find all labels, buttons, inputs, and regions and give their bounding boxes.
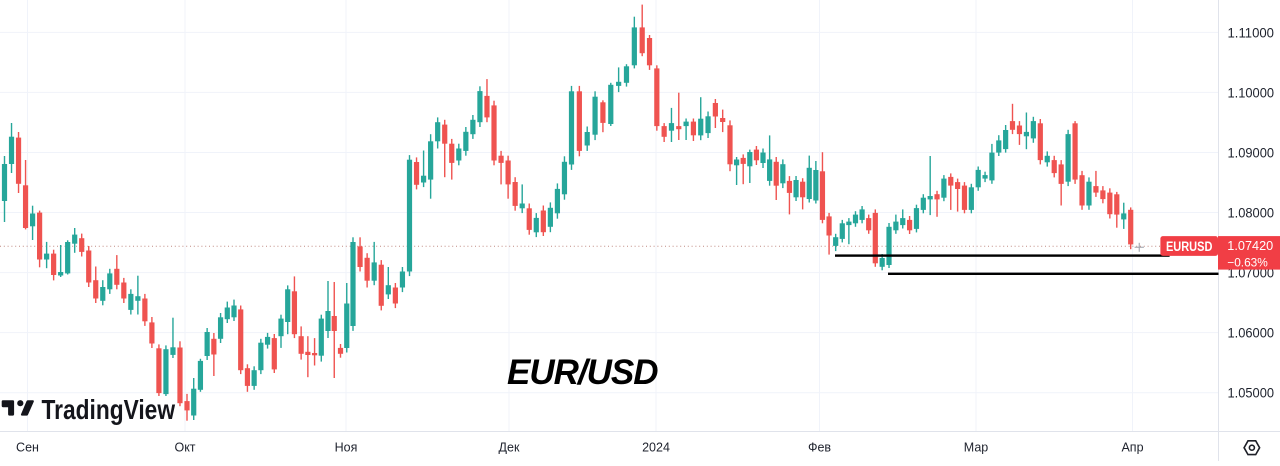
svg-text:Ноя: Ноя: [335, 441, 358, 455]
svg-text:Дек: Дек: [499, 441, 520, 455]
svg-text:TradingView: TradingView: [42, 394, 176, 425]
svg-text:Фев: Фев: [808, 441, 831, 455]
svg-text:1.11000: 1.11000: [1228, 24, 1275, 40]
svg-text:2024: 2024: [642, 441, 670, 455]
svg-text:EURUSD: EURUSD: [1166, 239, 1213, 254]
svg-text:Сен: Сен: [16, 441, 39, 455]
svg-text:Окт: Окт: [174, 441, 195, 455]
svg-text:1.08000: 1.08000: [1228, 205, 1275, 221]
svg-text:1.07420: 1.07420: [1227, 238, 1273, 253]
svg-text:Апр: Апр: [1121, 441, 1143, 455]
svg-text:Мар: Мар: [964, 441, 989, 455]
svg-text:1.10000: 1.10000: [1228, 84, 1275, 100]
svg-text:1.09000: 1.09000: [1228, 145, 1275, 161]
svg-text:1.06000: 1.06000: [1228, 325, 1275, 341]
svg-text:EUR/USD: EUR/USD: [507, 353, 658, 392]
svg-text:−0.63%: −0.63%: [1227, 256, 1268, 270]
svg-text:1.05000: 1.05000: [1228, 385, 1275, 401]
